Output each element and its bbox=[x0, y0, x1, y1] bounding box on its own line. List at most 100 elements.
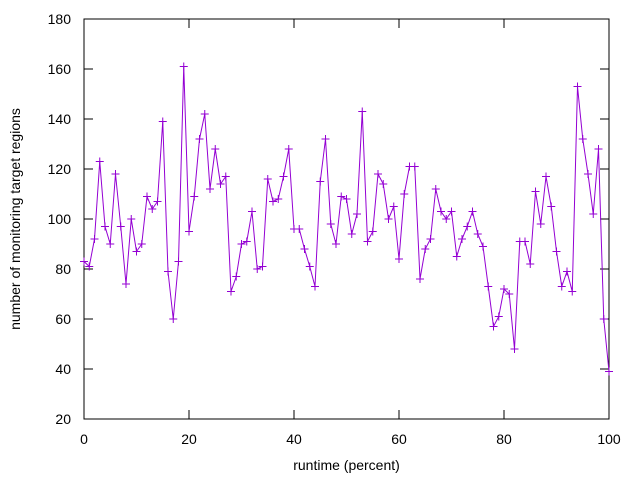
data-point-marker bbox=[211, 145, 220, 153]
data-point-marker bbox=[326, 220, 335, 228]
data-point-marker bbox=[395, 255, 403, 263]
data-point-marker bbox=[227, 287, 235, 296]
data-point-marker bbox=[242, 237, 251, 246]
x-tick-label: 60 bbox=[391, 431, 407, 447]
data-point-marker bbox=[500, 285, 508, 293]
data-point-marker bbox=[458, 235, 466, 243]
data-point-marker bbox=[531, 187, 540, 196]
data-point-marker bbox=[195, 135, 204, 143]
data-point-marker bbox=[389, 202, 398, 211]
data-point-marker bbox=[305, 262, 314, 271]
data-point-marker bbox=[321, 135, 330, 143]
x-tick-label: 80 bbox=[496, 431, 512, 447]
data-point-marker bbox=[342, 195, 351, 203]
data-point-marker bbox=[437, 207, 445, 216]
data-point-marker bbox=[410, 162, 419, 171]
data-point-marker bbox=[589, 210, 598, 218]
data-point-marker bbox=[479, 242, 487, 251]
data-point-marker bbox=[358, 107, 367, 116]
data-point-marker bbox=[400, 190, 409, 198]
data-point-marker bbox=[421, 245, 430, 253]
data-point-marker bbox=[379, 180, 388, 188]
data-point-marker bbox=[557, 282, 566, 291]
data-point-marker bbox=[253, 265, 262, 273]
data-point-marker bbox=[573, 82, 582, 91]
data-point-marker bbox=[384, 215, 393, 223]
data-point-marker bbox=[468, 207, 477, 216]
data-point-marker bbox=[300, 245, 309, 253]
data-point-marker bbox=[95, 157, 104, 166]
data-point-marker bbox=[547, 202, 556, 211]
data-point-marker bbox=[332, 240, 340, 248]
series-layer bbox=[80, 62, 613, 376]
data-point-marker bbox=[169, 315, 178, 323]
data-point-marker bbox=[206, 185, 214, 193]
y-tick-labels: 20 40 60 80 100 120 140 160 180 bbox=[48, 11, 72, 427]
y-axis-label: number of monitoring target regions bbox=[7, 108, 23, 330]
data-point-marker bbox=[374, 170, 382, 178]
data-point-marker bbox=[148, 205, 157, 213]
data-point-marker bbox=[153, 197, 162, 206]
y-tick-label: 160 bbox=[48, 61, 72, 77]
data-point-marker bbox=[269, 197, 277, 206]
x-tick-label: 40 bbox=[286, 431, 302, 447]
x-tick-label: 20 bbox=[181, 431, 197, 447]
y-tick-label: 80 bbox=[55, 261, 71, 277]
plot-frame bbox=[83, 18, 610, 420]
data-point-marker bbox=[221, 172, 230, 181]
series-line bbox=[83, 66, 610, 372]
data-point-marker bbox=[284, 145, 293, 153]
data-point-marker bbox=[85, 262, 94, 271]
y-tick-label: 20 bbox=[55, 411, 71, 427]
y-tick-label: 120 bbox=[48, 161, 72, 177]
y-tick-label: 60 bbox=[55, 311, 71, 327]
data-point-marker bbox=[80, 257, 88, 266]
data-point-marker bbox=[416, 275, 424, 283]
data-point-marker bbox=[473, 230, 482, 238]
data-point-marker bbox=[605, 367, 613, 376]
data-point-marker bbox=[442, 215, 451, 223]
data-point-marker bbox=[258, 262, 267, 271]
data-point-marker bbox=[578, 135, 587, 143]
data-point-marker bbox=[274, 195, 283, 203]
data-point-marker bbox=[447, 207, 456, 216]
data-point-marker bbox=[337, 192, 346, 201]
y-tick-label: 180 bbox=[48, 11, 72, 27]
data-point-marker bbox=[368, 227, 377, 236]
data-point-marker bbox=[552, 247, 561, 256]
data-point-marker bbox=[584, 170, 592, 178]
data-point-marker bbox=[101, 222, 109, 231]
x-tick-label: 0 bbox=[80, 431, 88, 447]
y-tick-label: 100 bbox=[48, 211, 72, 227]
data-point-marker bbox=[279, 172, 288, 181]
data-point-marker bbox=[263, 175, 272, 183]
data-point-marker bbox=[200, 110, 209, 118]
data-point-marker bbox=[179, 62, 188, 71]
data-point-marker bbox=[363, 237, 372, 246]
data-point-marker bbox=[158, 117, 167, 126]
data-point-marker bbox=[132, 247, 141, 256]
data-point-marker bbox=[452, 252, 461, 261]
axis-ticks bbox=[83, 18, 610, 420]
data-point-marker bbox=[431, 185, 440, 193]
data-point-marker bbox=[311, 282, 319, 291]
data-point-marker bbox=[599, 315, 608, 323]
data-point-marker bbox=[106, 240, 115, 248]
data-point-marker bbox=[536, 220, 545, 228]
data-point-marker bbox=[542, 172, 550, 181]
data-point-marker bbox=[295, 225, 304, 233]
data-point-marker bbox=[122, 280, 130, 288]
data-point-marker bbox=[185, 227, 193, 236]
data-point-marker bbox=[90, 235, 99, 243]
data-point-marker bbox=[521, 237, 529, 246]
data-point-marker bbox=[484, 282, 493, 291]
data-point-marker bbox=[164, 267, 172, 276]
data-point-marker bbox=[316, 177, 325, 186]
data-point-marker bbox=[526, 260, 535, 268]
data-point-marker bbox=[494, 312, 503, 321]
data-point-marker bbox=[510, 345, 519, 353]
data-point-marker bbox=[563, 267, 571, 276]
data-point-marker bbox=[116, 222, 125, 231]
data-point-marker bbox=[594, 145, 603, 153]
